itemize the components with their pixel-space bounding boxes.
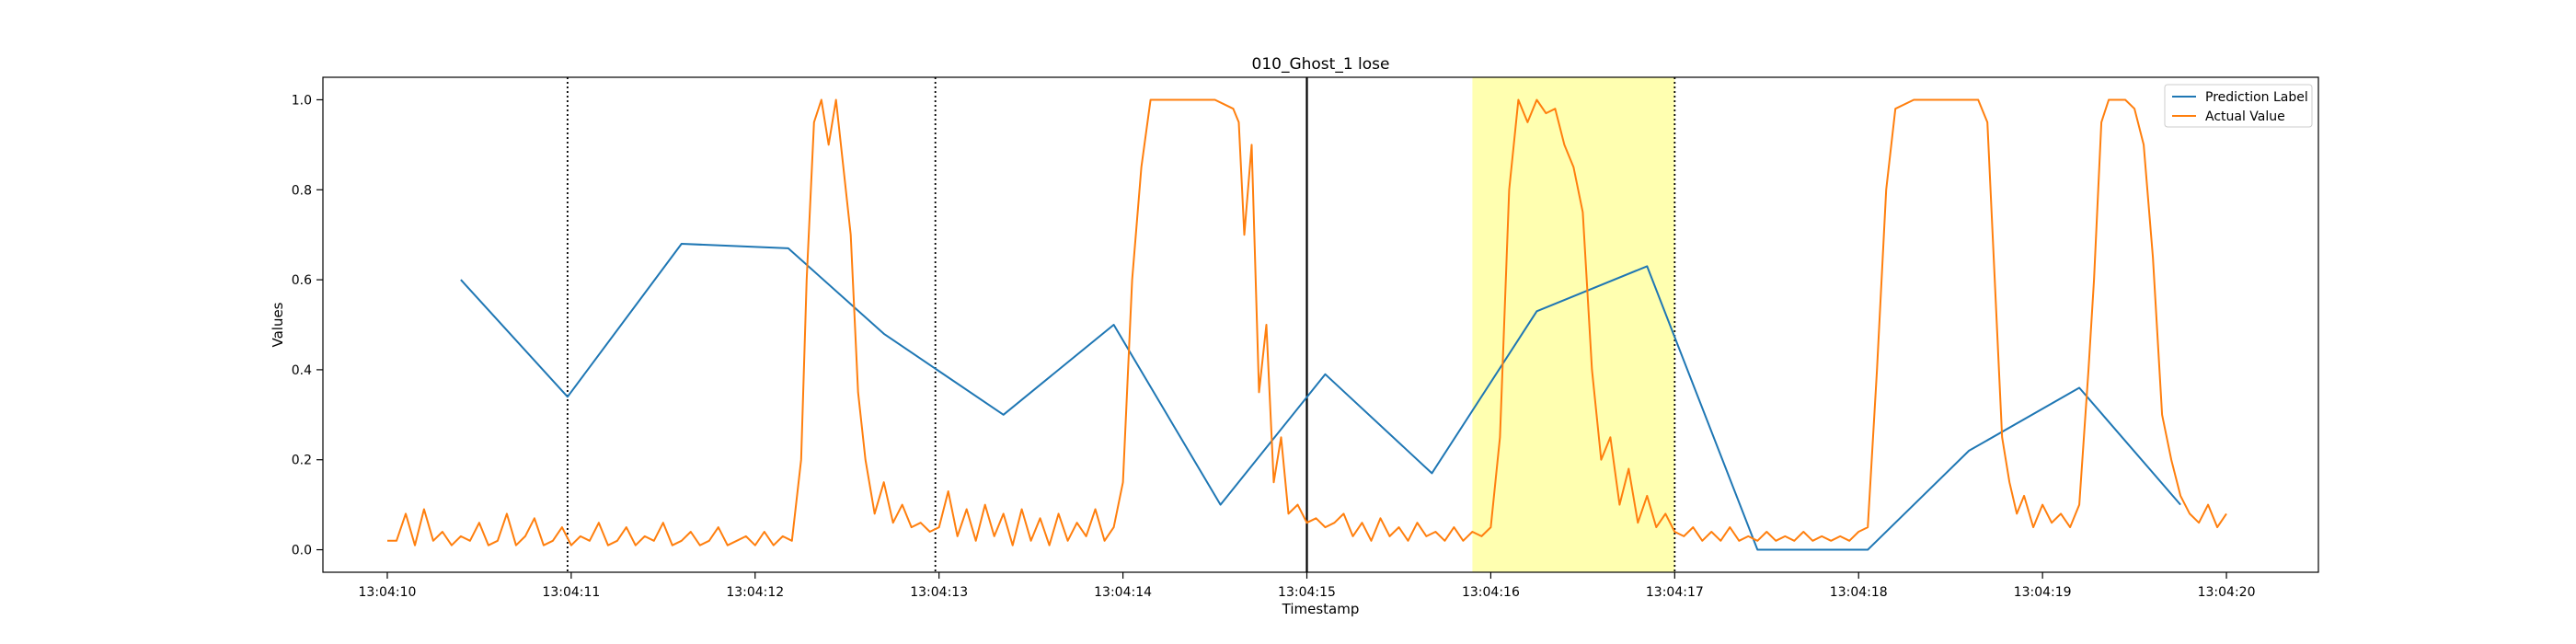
- x-tick-label: 13:04:10: [359, 585, 417, 600]
- y-tick-label: 1.0: [292, 93, 312, 108]
- y-tick-label: 0.8: [292, 183, 312, 198]
- legend-label-actual-value: Actual Value: [2205, 109, 2285, 124]
- x-tick-label: 13:04:17: [1646, 585, 1704, 600]
- x-tick-label: 13:04:20: [2198, 585, 2256, 600]
- y-axis-ticks: 0.0 0.2 0.4 0.6 0.8 1.0: [292, 93, 323, 558]
- x-tick-label: 13:04:11: [542, 585, 600, 600]
- x-tick-label: 13:04:19: [2014, 585, 2072, 600]
- x-tick-label: 13:04:13: [910, 585, 968, 600]
- y-axis-label: Values: [270, 302, 286, 347]
- legend-label-prediction-label: Prediction Label: [2205, 90, 2308, 105]
- highlight-span-layer: [1472, 77, 1675, 572]
- highlight-span: [1472, 77, 1675, 572]
- plot-frame: [322, 76, 2319, 573]
- y-tick-label: 0.0: [292, 544, 312, 558]
- legend: Prediction Label Actual Value: [2164, 84, 2313, 128]
- x-tick-label: 13:04:18: [1830, 585, 1888, 600]
- y-tick-label: 0.4: [292, 363, 312, 378]
- series-line-actual-value: [387, 98, 2227, 546]
- chart-title: 010_Ghost_1 lose: [1252, 55, 1390, 74]
- vertical-line-layer: [566, 77, 1676, 572]
- y-tick-label: 0.2: [292, 454, 312, 468]
- series-line-prediction-label: [460, 243, 2181, 551]
- series-layer: [387, 98, 2227, 551]
- x-tick-label: 13:04:12: [726, 585, 784, 600]
- x-tick-label: 13:04:14: [1094, 585, 1152, 600]
- x-tick-label: 13:04:16: [1462, 585, 1520, 600]
- legend-box: [2164, 84, 2313, 128]
- y-tick-label: 0.6: [292, 273, 312, 288]
- x-tick-label: 13:04:15: [1278, 585, 1336, 600]
- x-axis-ticks: 13:04:10 13:04:11 13:04:12 13:04:13 13:04:14…: [359, 572, 2256, 600]
- x-axis-label: Timestamp: [1282, 601, 1360, 617]
